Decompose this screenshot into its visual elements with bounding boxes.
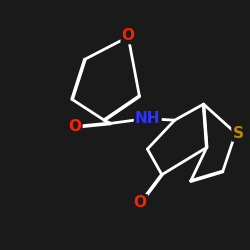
Text: O: O [68, 119, 82, 134]
Text: O: O [122, 28, 135, 43]
Text: O: O [134, 195, 147, 210]
Text: S: S [232, 126, 243, 140]
Text: NH: NH [135, 111, 160, 126]
